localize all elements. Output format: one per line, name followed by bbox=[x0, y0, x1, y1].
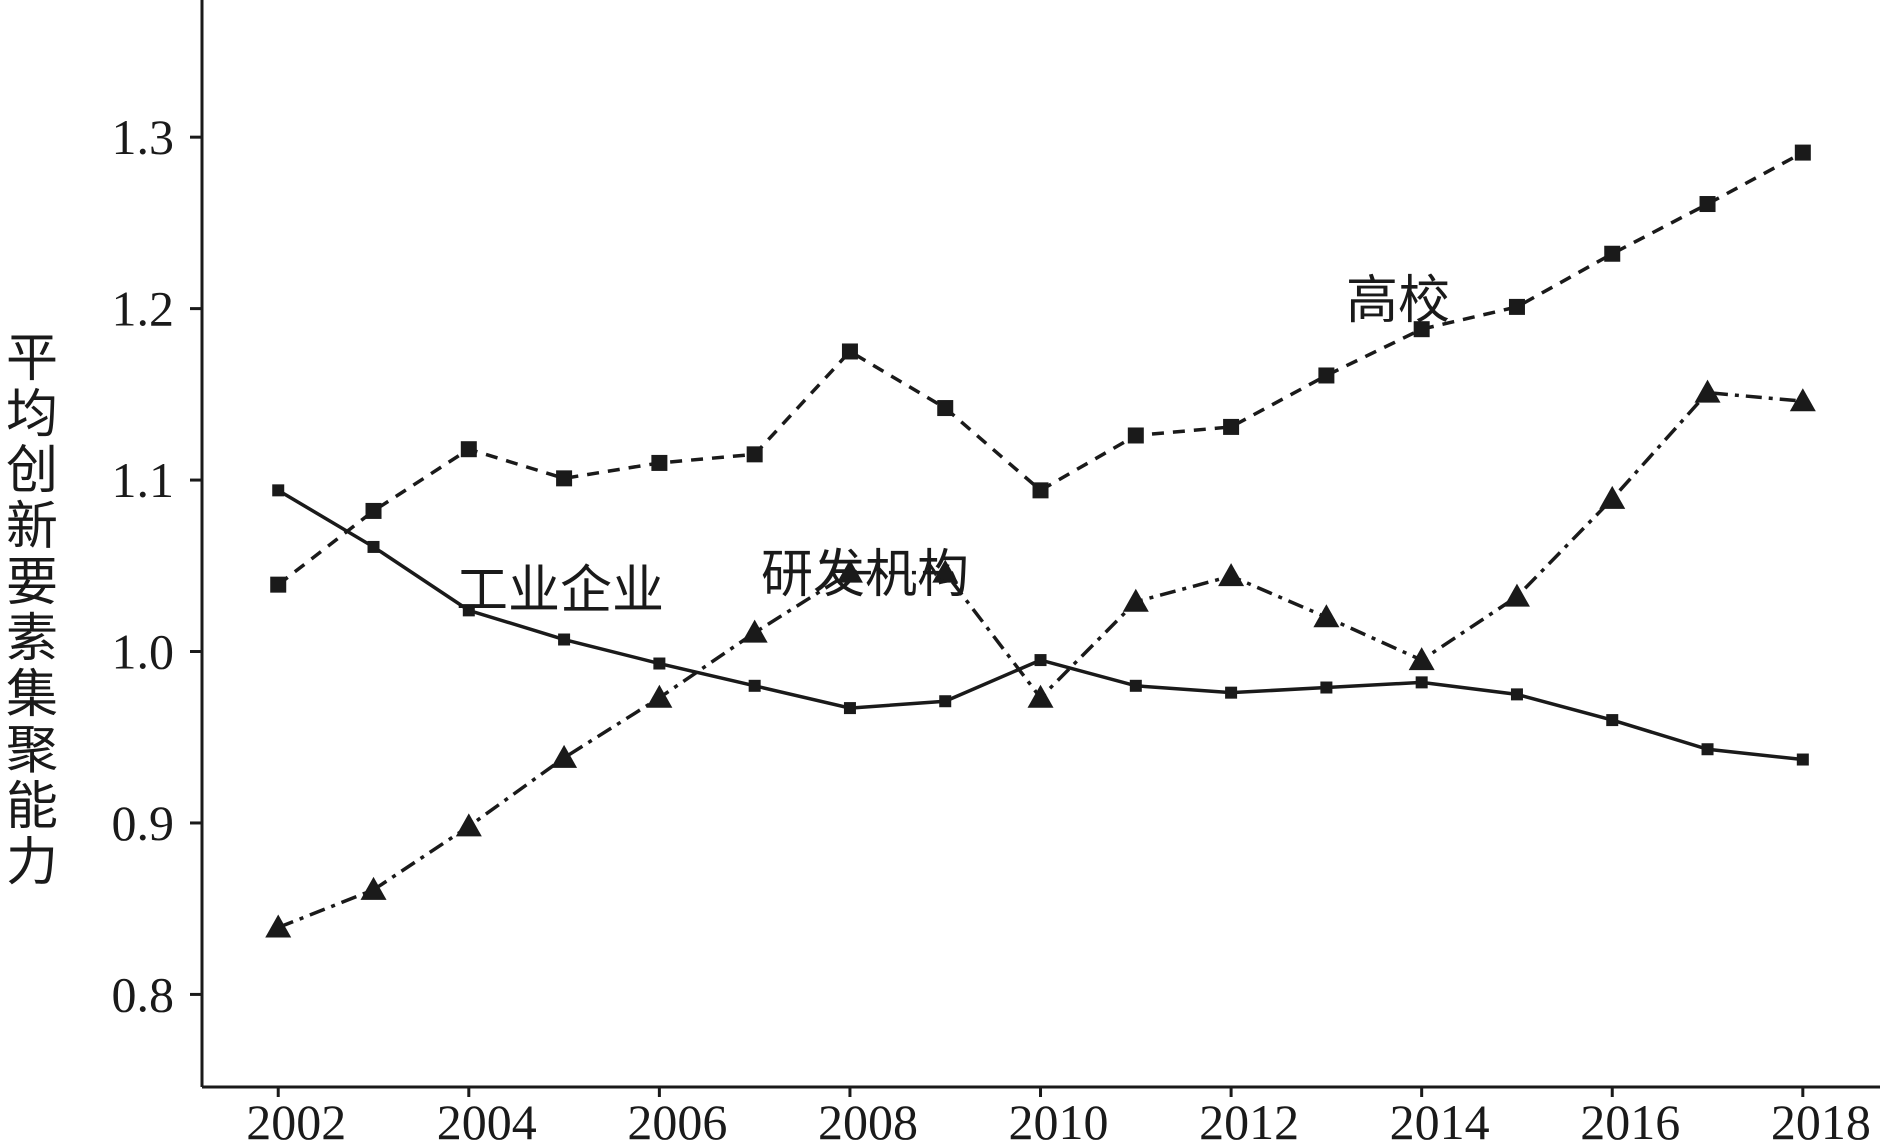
marker bbox=[651, 454, 668, 471]
marker bbox=[1408, 647, 1435, 671]
marker bbox=[1789, 388, 1816, 412]
marker bbox=[1794, 144, 1811, 161]
marker bbox=[365, 502, 382, 519]
marker bbox=[1320, 681, 1333, 694]
y-axis-label: 平均创新要素集聚能力 bbox=[0, 330, 57, 890]
marker bbox=[360, 876, 387, 900]
marker bbox=[1508, 298, 1525, 315]
marker bbox=[937, 400, 954, 417]
series-line bbox=[277, 488, 1804, 762]
marker bbox=[462, 604, 475, 617]
marker bbox=[653, 657, 666, 670]
marker bbox=[1796, 753, 1809, 766]
marker bbox=[1503, 583, 1530, 607]
marker bbox=[1218, 563, 1245, 587]
marker bbox=[1699, 196, 1716, 213]
y-tick-label: 1.3 bbox=[112, 109, 175, 165]
x-tick-label: 2004 bbox=[437, 1094, 537, 1142]
marker bbox=[455, 813, 482, 837]
y-tick-label: 1.1 bbox=[112, 452, 175, 508]
marker bbox=[270, 576, 287, 593]
marker bbox=[741, 619, 768, 643]
x-tick-label: 2018 bbox=[1771, 1094, 1871, 1142]
marker bbox=[558, 633, 571, 646]
series-label: 高校 bbox=[1346, 273, 1450, 330]
marker bbox=[932, 559, 959, 583]
marker bbox=[843, 702, 856, 715]
marker bbox=[1413, 321, 1430, 338]
marker bbox=[1032, 482, 1049, 499]
marker bbox=[746, 446, 763, 463]
marker bbox=[265, 914, 292, 938]
marker bbox=[1694, 379, 1721, 403]
marker bbox=[1027, 684, 1054, 708]
marker bbox=[1122, 588, 1149, 612]
marker bbox=[460, 441, 477, 458]
marker bbox=[1599, 485, 1626, 509]
marker bbox=[272, 484, 285, 497]
marker bbox=[841, 343, 858, 360]
y-tick-label: 0.8 bbox=[112, 966, 175, 1022]
x-tick-label: 2002 bbox=[246, 1094, 346, 1142]
marker bbox=[939, 695, 952, 708]
marker bbox=[1701, 743, 1714, 756]
y-tick-label: 1.0 bbox=[112, 624, 175, 680]
series-line bbox=[277, 151, 1804, 587]
marker bbox=[1313, 604, 1340, 628]
x-tick-label: 2006 bbox=[627, 1094, 727, 1142]
marker bbox=[1129, 679, 1142, 692]
x-tick-label: 2014 bbox=[1390, 1094, 1490, 1142]
marker bbox=[646, 684, 673, 708]
series-label: 研发机构 bbox=[761, 547, 969, 604]
marker bbox=[1604, 245, 1621, 262]
marker bbox=[1606, 714, 1619, 727]
x-tick-label: 2016 bbox=[1580, 1094, 1680, 1142]
y-tick-label: 0.9 bbox=[112, 795, 175, 851]
marker bbox=[1318, 367, 1335, 384]
x-tick-label: 2010 bbox=[1009, 1094, 1109, 1142]
marker bbox=[1510, 688, 1523, 701]
series-label: 工业企业 bbox=[456, 563, 664, 620]
marker bbox=[1127, 427, 1144, 444]
marker bbox=[1225, 686, 1238, 699]
marker bbox=[1034, 654, 1047, 667]
marker bbox=[836, 559, 863, 583]
marker bbox=[551, 744, 578, 768]
marker bbox=[1415, 676, 1428, 689]
x-tick-label: 2012 bbox=[1199, 1094, 1299, 1142]
x-tick-label: 2008 bbox=[818, 1094, 918, 1142]
marker bbox=[556, 470, 573, 487]
marker bbox=[367, 540, 380, 553]
marker bbox=[1223, 418, 1240, 435]
y-tick-label: 1.2 bbox=[112, 281, 175, 337]
marker bbox=[748, 679, 761, 692]
